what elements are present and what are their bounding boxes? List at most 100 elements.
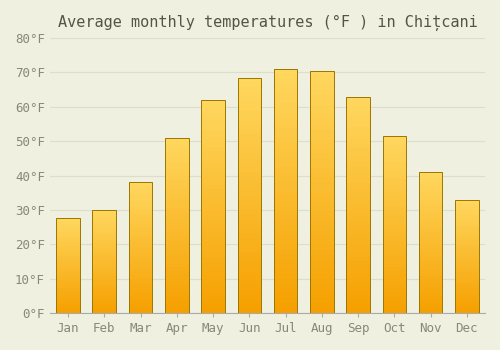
Bar <box>238 209 261 214</box>
Bar <box>419 282 442 285</box>
Bar <box>128 276 152 279</box>
Bar <box>382 136 406 140</box>
Bar <box>56 311 80 313</box>
Bar <box>382 182 406 186</box>
Bar <box>165 162 188 166</box>
Bar <box>419 214 442 217</box>
Bar <box>346 110 370 114</box>
Bar <box>92 301 116 303</box>
Bar <box>56 239 80 241</box>
Bar <box>165 159 188 162</box>
Bar <box>56 298 80 300</box>
Bar <box>56 307 80 309</box>
Bar <box>56 251 80 252</box>
Bar <box>202 283 225 287</box>
Bar <box>202 160 225 164</box>
Bar <box>238 195 261 200</box>
Bar <box>419 262 442 265</box>
Bar <box>382 161 406 164</box>
Bar <box>310 85 334 90</box>
Bar <box>455 259 478 261</box>
Bar <box>128 203 152 206</box>
Bar <box>238 158 261 162</box>
Bar <box>310 129 334 134</box>
Bar <box>56 306 80 307</box>
Bar <box>128 216 152 219</box>
Bar <box>128 209 152 211</box>
Bar <box>310 255 334 260</box>
Bar <box>346 239 370 244</box>
Bar <box>128 240 152 243</box>
Bar <box>56 254 80 256</box>
Bar <box>419 206 442 209</box>
Bar <box>165 141 188 145</box>
Bar <box>238 238 261 242</box>
Bar <box>202 215 225 219</box>
Bar <box>128 229 152 232</box>
Bar <box>274 108 297 113</box>
Bar <box>419 304 442 307</box>
Bar <box>238 257 261 261</box>
Bar <box>455 293 478 295</box>
Bar <box>419 288 442 290</box>
Bar <box>128 214 152 216</box>
Bar <box>56 296 80 298</box>
Bar <box>274 225 297 230</box>
Bar <box>419 172 442 313</box>
Bar <box>128 263 152 266</box>
Bar <box>346 214 370 218</box>
Bar <box>419 203 442 206</box>
Bar <box>202 113 225 117</box>
Bar <box>274 298 297 303</box>
Bar <box>128 279 152 282</box>
Bar <box>382 235 406 239</box>
Bar <box>382 228 406 232</box>
Bar <box>92 224 116 226</box>
Bar <box>56 256 80 258</box>
Bar <box>165 176 188 180</box>
Bar <box>128 271 152 274</box>
Bar <box>238 97 261 101</box>
Bar <box>92 280 116 282</box>
Bar <box>165 257 188 260</box>
Bar <box>419 181 442 183</box>
Bar <box>202 181 225 185</box>
Bar <box>238 111 261 115</box>
Bar <box>419 302 442 304</box>
Bar <box>382 207 406 210</box>
Bar <box>346 161 370 166</box>
Bar <box>455 308 478 311</box>
Bar <box>165 274 188 278</box>
Bar <box>455 213 478 216</box>
Bar <box>346 278 370 283</box>
Bar <box>310 245 334 250</box>
Bar <box>92 288 116 290</box>
Bar <box>165 208 188 211</box>
Bar <box>92 286 116 288</box>
Bar <box>128 243 152 245</box>
Bar <box>419 237 442 240</box>
Bar <box>382 299 406 302</box>
Bar <box>274 98 297 103</box>
Bar <box>310 110 334 114</box>
Bar <box>56 294 80 296</box>
Bar <box>382 189 406 192</box>
Bar <box>455 209 478 211</box>
Bar <box>310 119 334 124</box>
Bar <box>202 100 225 313</box>
Bar <box>382 210 406 214</box>
Bar <box>128 198 152 201</box>
Bar <box>238 271 261 275</box>
Bar <box>455 277 478 279</box>
Bar <box>128 227 152 229</box>
Bar <box>310 308 334 313</box>
Bar <box>419 251 442 254</box>
Bar <box>455 199 478 313</box>
Bar <box>382 302 406 306</box>
Bar <box>128 300 152 302</box>
Bar <box>310 90 334 95</box>
Bar <box>274 279 297 284</box>
Bar <box>455 229 478 231</box>
Bar <box>419 299 442 302</box>
Bar <box>128 292 152 295</box>
